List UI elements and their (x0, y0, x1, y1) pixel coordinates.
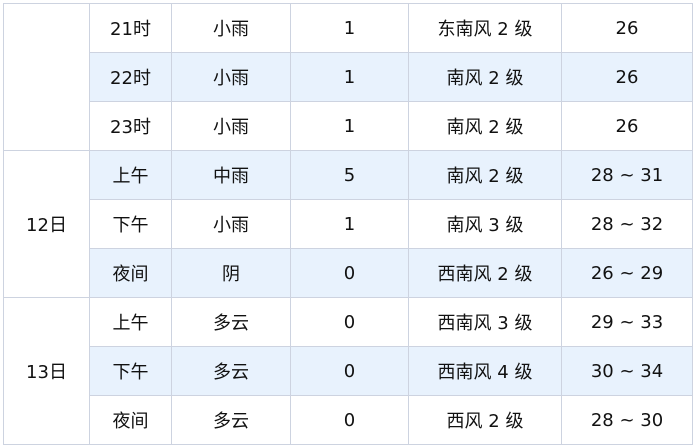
temp-cell: 26 (561, 52, 693, 102)
wind-cell: 西南风 3 级 (408, 297, 562, 347)
rain-cell: 1 (290, 3, 409, 53)
rain-cell: 0 (290, 297, 409, 347)
period-cell: 21时 (89, 3, 172, 53)
weather-cell: 小雨 (171, 101, 291, 151)
temp-cell: 28 ~ 30 (561, 395, 693, 445)
temp-cell: 26 (561, 101, 693, 151)
period-cell: 夜间 (89, 395, 172, 445)
temp-cell: 28 ~ 31 (561, 150, 693, 200)
date-cell: 13日 (3, 297, 90, 445)
period-cell: 夜间 (89, 248, 172, 298)
table-row: 23时 小雨 1 南风 2 级 26 (4, 101, 693, 151)
rain-cell: 5 (290, 150, 409, 200)
weather-cell: 多云 (171, 346, 291, 396)
table-row: 21时 小雨 1 东南风 2 级 26 (3, 3, 693, 151)
table-row: 下午 多云 0 西南风 4 级 30 ~ 34 (4, 346, 693, 396)
period-cell: 上午 (89, 150, 172, 200)
weather-cell: 小雨 (171, 199, 291, 249)
temp-cell: 26 ~ 29 (561, 248, 693, 298)
temp-cell: 26 (561, 3, 693, 53)
period-cell: 上午 (89, 297, 172, 347)
rain-cell: 1 (290, 199, 409, 249)
table-row: 22时 小雨 1 南风 2 级 26 (4, 52, 693, 102)
table-row: 夜间阴 0 西南风 2 级 26 ~ 29 (4, 248, 693, 298)
rain-cell: 1 (290, 101, 409, 151)
weather-cell: 小雨 (171, 52, 291, 102)
rain-cell: 1 (290, 52, 409, 102)
wind-cell: 西南风 4 级 (408, 346, 562, 396)
wind-cell: 南风 2 级 (408, 52, 562, 102)
wind-cell: 南风 2 级 (408, 101, 562, 151)
period-cell: 22时 (89, 52, 172, 102)
weather-cell: 中雨 (171, 150, 291, 200)
table-row: 夜间 多云 0 西风 2 级 28 ~ 30 (4, 395, 693, 445)
date-cell (3, 3, 90, 151)
temp-cell: 29 ~ 33 (561, 297, 693, 347)
period-cell: 23时 (89, 101, 172, 151)
period-cell: 下午 (89, 346, 172, 396)
table-row: 13日 上午 多云 0 西南风 3 级 29 ~ 33 (3, 297, 693, 445)
weather-cell: 小雨 (171, 3, 291, 53)
rain-cell: 0 (290, 248, 409, 298)
wind-cell: 南风 3 级 (408, 199, 562, 249)
temp-cell: 28 ~ 32 (561, 199, 693, 249)
weather-cell: 多云 (171, 297, 291, 347)
wind-cell: 南风 2 级 (408, 150, 562, 200)
rain-cell: 0 (290, 346, 409, 396)
table-row: 下午 小雨 1 南风 3 级 28 ~ 32 (4, 199, 693, 249)
wind-cell: 东南风 2 级 (408, 3, 562, 53)
temp-cell: 30 ~ 34 (561, 346, 693, 396)
wind-cell: 西南风 2 级 (408, 248, 562, 298)
period-cell: 下午 (89, 199, 172, 249)
weather-cell: 多云 (171, 395, 291, 445)
rain-cell: 0 (290, 395, 409, 445)
wind-cell: 西风 2 级 (408, 395, 562, 445)
date-cell: 12日 (3, 150, 90, 298)
weather-forecast-table: 21时 小雨 1 东南风 2 级 26 22时 小雨 1 南风 2 级 26 23时 小雨 1 南风 2 … (3, 3, 693, 445)
weather-cell: 阴 (171, 248, 291, 298)
table-row: 12日 上午 中雨 5 南风 2 级 28 ~ 31 (3, 150, 693, 298)
